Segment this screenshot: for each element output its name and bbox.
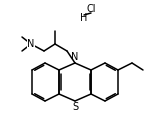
- Text: N: N: [27, 39, 35, 49]
- Text: H: H: [80, 13, 88, 23]
- Text: N: N: [71, 53, 79, 62]
- Text: S: S: [72, 102, 78, 111]
- Text: Cl: Cl: [86, 4, 96, 14]
